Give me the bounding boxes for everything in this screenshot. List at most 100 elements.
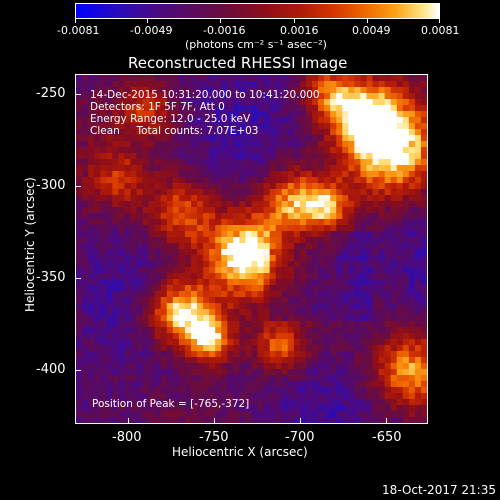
heatmap-cell: [402, 147, 410, 154]
heatmap-cell: [263, 177, 271, 184]
heatmap-cell: [76, 375, 83, 382]
heatmap-cell: [378, 141, 386, 148]
heatmap-cell: [402, 171, 410, 178]
heatmap-cell: [360, 177, 367, 184]
heatmap-cell: [94, 189, 101, 196]
heatmap-cell: [197, 231, 204, 238]
heatmap-cell: [293, 213, 301, 220]
heatmap-cell: [233, 417, 240, 423]
heatmap-cell: [312, 369, 319, 376]
heatmap-cell: [160, 93, 168, 100]
heatmap-cell: [324, 159, 331, 166]
heatmap-cell: [312, 267, 319, 274]
heatmap-cell: [154, 411, 162, 418]
heatmap-cell: [148, 231, 156, 238]
heatmap-cell: [209, 75, 216, 82]
heatmap-cell: [227, 237, 234, 244]
heatmap-cell: [372, 153, 379, 160]
heatmap-cell: [178, 141, 186, 148]
heatmap-cell: [178, 297, 186, 304]
heatmap-cell: [118, 333, 125, 340]
heatmap-cell: [112, 171, 119, 178]
heatmap-cell: [190, 141, 198, 148]
heatmap-cell: [130, 363, 137, 370]
heatmap-cell: [305, 411, 313, 418]
heatmap-cell: [348, 399, 355, 406]
heatmap-cell: [124, 351, 131, 358]
heatmap-cell: [324, 213, 331, 220]
heatmap-cell: [287, 219, 295, 226]
heatmap-cell: [221, 237, 228, 244]
heatmap-cell: [178, 201, 186, 208]
heatmap-cell: [366, 117, 373, 124]
heatmap-cell: [305, 135, 313, 142]
heatmap-cell: [408, 147, 416, 154]
heatmap-cell: [396, 381, 404, 388]
heatmap-cell: [324, 411, 331, 418]
heatmap-cell: [269, 321, 277, 328]
heatmap-cell: [190, 75, 198, 82]
heatmap-cell: [215, 351, 222, 358]
heatmap-cell: [305, 363, 313, 370]
heatmap-cell: [318, 207, 325, 214]
heatmap-cell: [312, 399, 319, 406]
heatmap-cell: [293, 111, 301, 118]
heatmap-cell: [160, 315, 168, 322]
heatmap-cell: [221, 81, 228, 88]
heatmap-cell: [372, 243, 379, 250]
heatmap-cell: [166, 213, 174, 220]
heatmap-cell: [178, 279, 186, 286]
heatmap-cell: [414, 81, 422, 88]
heatmap-cell: [100, 213, 107, 220]
heatmap-cell: [414, 183, 422, 190]
heatmap-cell: [384, 411, 392, 418]
x-axis-label: Heliocentric X (arcsec): [172, 445, 308, 459]
heatmap-cell: [342, 369, 349, 376]
heatmap-cell: [197, 327, 204, 334]
heatmap-cell: [82, 117, 89, 124]
heatmap-cell: [221, 291, 228, 298]
heatmap-cell: [118, 243, 125, 250]
heatmap-cell: [245, 195, 252, 202]
heatmap-cell: [269, 219, 277, 226]
heatmap-cell: [378, 159, 386, 166]
heatmap-cell: [118, 375, 125, 382]
heatmap-cell: [414, 93, 422, 100]
heatmap-cell: [160, 177, 168, 184]
heatmap-cell: [124, 87, 131, 94]
heatmap-cell: [130, 285, 137, 292]
heatmap-cell: [354, 99, 361, 106]
heatmap-cell: [354, 255, 361, 262]
heatmap-cell: [299, 87, 307, 94]
heatmap-cell: [420, 147, 427, 154]
heatmap-cell: [299, 405, 307, 412]
heatmap-cell: [124, 303, 131, 310]
heatmap-cell: [136, 411, 143, 418]
heatmap-cell: [396, 111, 404, 118]
heatmap-cell: [293, 417, 301, 423]
heatmap-cell: [233, 351, 240, 358]
heatmap-cell: [287, 315, 295, 322]
heatmap-cell: [209, 195, 216, 202]
heatmap-cell: [281, 285, 289, 292]
heatmap-cell: [154, 345, 162, 352]
heatmap-cell: [402, 195, 410, 202]
heatmap-cell: [275, 297, 283, 304]
heatmap-cell: [305, 333, 313, 340]
heatmap-cell: [233, 243, 240, 250]
heatmap-cell: [372, 339, 379, 346]
heatmap-cell: [257, 387, 264, 394]
heatmap-cell: [130, 177, 137, 184]
heatmap-cell: [190, 309, 198, 316]
heatmap-cell: [118, 405, 125, 412]
heatmap-cell: [136, 351, 143, 358]
heatmap-cell: [215, 117, 222, 124]
heatmap-cell: [372, 93, 379, 100]
heatmap-cell: [130, 159, 137, 166]
heatmap-cell: [372, 213, 379, 220]
heatmap-cell: [287, 195, 295, 202]
heatmap-cell: [130, 105, 137, 112]
heatmap-cell: [160, 333, 168, 340]
heatmap-cell: [184, 315, 192, 322]
heatmap-cell: [148, 201, 156, 208]
